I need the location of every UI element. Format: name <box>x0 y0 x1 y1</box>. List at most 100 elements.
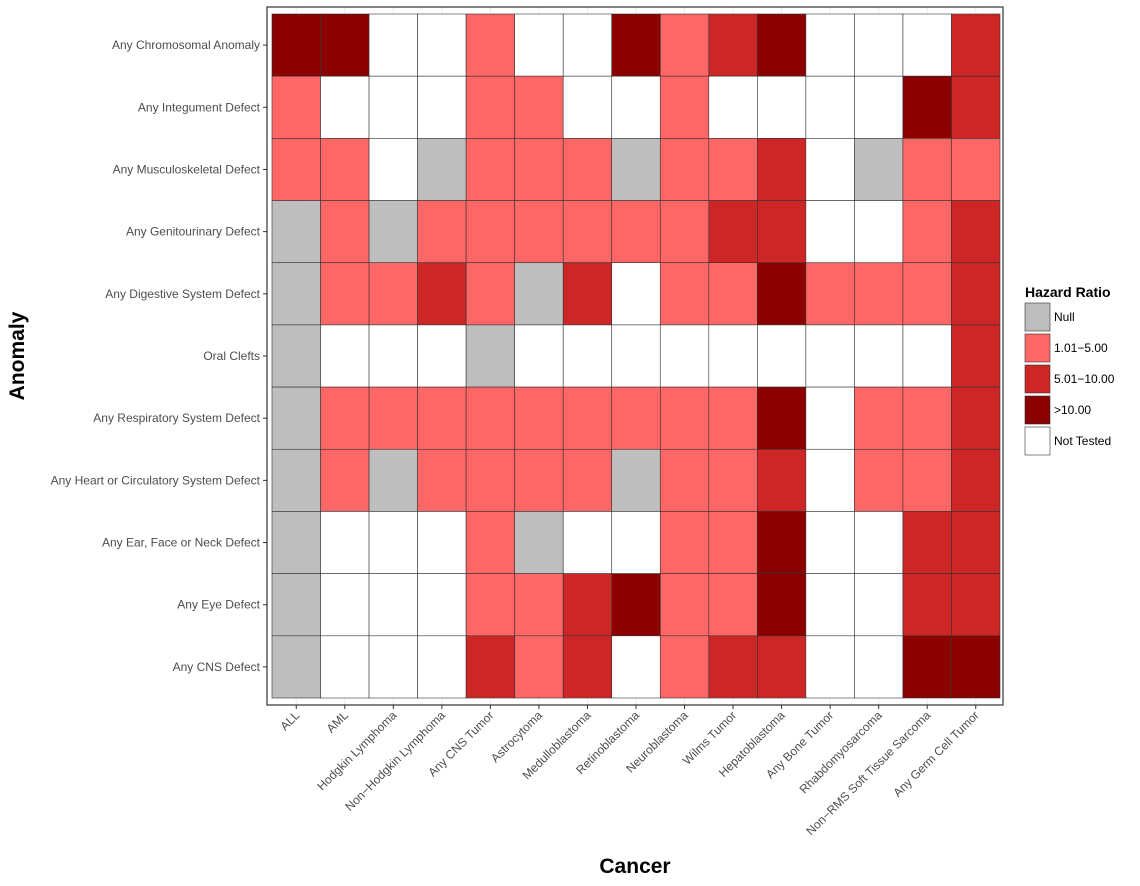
heatmap-cell <box>417 511 467 574</box>
heatmap-cell <box>611 448 661 512</box>
heatmap-cell <box>951 448 1001 512</box>
heatmap-cell <box>514 138 564 201</box>
heatmap-cell <box>902 635 952 699</box>
heatmap-cell <box>805 138 855 201</box>
heatmap-cell <box>708 573 758 637</box>
heatmap-cell <box>562 138 613 201</box>
heatmap-cell <box>757 75 807 139</box>
heatmap-cell <box>417 448 467 512</box>
heatmap-cell <box>514 635 564 699</box>
heatmap-cell <box>805 262 855 326</box>
legend-label: 1.01−5.00 <box>1054 341 1108 355</box>
heatmap-cell <box>659 324 710 388</box>
heatmap-cell <box>708 511 758 574</box>
heatmap-cell <box>417 386 467 450</box>
heatmap-cell <box>271 75 321 139</box>
heatmap-cell <box>757 138 807 201</box>
heatmap-cell <box>805 635 855 699</box>
heatmap-cell <box>757 573 807 637</box>
heatmap-cell <box>271 386 321 450</box>
heatmap-cell <box>854 635 904 699</box>
heatmap-cell <box>708 448 758 512</box>
heatmap-cell <box>465 386 515 450</box>
heatmap-cell <box>854 448 904 512</box>
legend-key <box>1024 364 1051 394</box>
heatmap-cell <box>611 138 661 201</box>
heatmap-cell <box>854 75 904 139</box>
heatmap-cell <box>951 324 1001 388</box>
heatmap-cell <box>417 324 467 388</box>
heatmap-cell <box>465 138 515 201</box>
heatmap-cell <box>514 573 564 637</box>
legend: Hazard Ratio Null 1.01−5.00 5.01−10.00 >10.… <box>1024 284 1115 456</box>
heatmap-cell <box>757 13 807 77</box>
heatmap-cell <box>708 75 758 139</box>
heatmap-cell <box>902 573 952 637</box>
heatmap-cell <box>465 200 515 264</box>
heatmap-cell <box>951 75 1001 139</box>
heatmap-cell <box>417 262 467 326</box>
heatmap-cell <box>708 262 758 326</box>
heatmap-cell <box>757 635 807 699</box>
heatmap-cell <box>708 635 758 699</box>
y-axis: Any Chromosomal Anomaly Any Integument De… <box>51 38 267 674</box>
heatmap-cell <box>611 573 661 637</box>
heatmap-cell <box>562 448 613 512</box>
heatmap-cell <box>368 324 418 388</box>
x-tick-label: ALL <box>277 708 302 733</box>
heatmap-cell <box>514 200 564 264</box>
legend-key <box>1024 426 1051 456</box>
heatmap-cell <box>708 386 758 450</box>
heatmap-cell <box>320 386 370 450</box>
heatmap-cell <box>271 635 321 699</box>
heatmap-cell <box>611 262 661 326</box>
heatmap-cell <box>271 324 321 388</box>
heatmap-cell <box>514 324 564 388</box>
heatmap-cell <box>854 386 904 450</box>
heatmap-cell <box>562 75 613 139</box>
heatmap-cell <box>611 511 661 574</box>
heatmap-cell <box>562 386 613 450</box>
y-tick-label: Any Eye Defect <box>177 598 260 612</box>
heatmap-cell <box>514 448 564 512</box>
heatmap-cell <box>271 200 321 264</box>
heatmap-cell <box>320 324 370 388</box>
x-tick-label: Any Germ Cell Tumor <box>890 708 981 799</box>
heatmap-cell <box>854 262 904 326</box>
heatmap-cell <box>854 13 904 77</box>
heatmap-cell <box>659 200 710 264</box>
heatmap-cell <box>757 200 807 264</box>
heatmap-cell <box>417 635 467 699</box>
heatmap-cell <box>514 13 564 77</box>
heatmap-cell <box>417 138 467 201</box>
legend-key <box>1024 333 1051 363</box>
heatmap-cell <box>659 635 710 699</box>
heatmap-cell <box>320 13 370 77</box>
heatmap-cell <box>757 324 807 388</box>
heatmap-cell <box>465 448 515 512</box>
x-axis-title: Cancer <box>599 855 670 878</box>
legend-label: >10.00 <box>1054 403 1091 417</box>
heatmap-cell <box>271 573 321 637</box>
heatmap-cell <box>562 573 613 637</box>
heatmap-cell <box>368 573 418 637</box>
heatmap-cell <box>562 511 613 574</box>
heatmap-cell <box>562 200 613 264</box>
heatmap-cell <box>320 511 370 574</box>
heatmap-cell <box>417 573 467 637</box>
heatmap-cell <box>271 138 321 201</box>
legend-key <box>1024 395 1051 425</box>
heatmap-cell <box>368 635 418 699</box>
legend-title: Hazard Ratio <box>1025 284 1111 300</box>
x-tick-label: Rhabdomyosarcoma <box>797 708 885 796</box>
heatmap-cell <box>902 262 952 326</box>
heatmap-cell <box>465 635 515 699</box>
heatmap-cell <box>951 262 1001 326</box>
heatmap-cells <box>271 7 1001 705</box>
heatmap-cell <box>659 75 710 139</box>
legend-label: Not Tested <box>1054 434 1111 448</box>
heatmap-cell <box>659 13 710 77</box>
heatmap-cell <box>465 75 515 139</box>
heatmap-cell <box>417 13 467 77</box>
heatmap-cell <box>854 324 904 388</box>
